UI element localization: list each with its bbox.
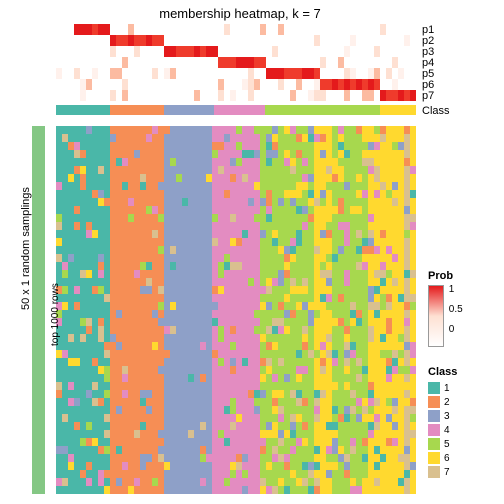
prob-legend-title: Prob bbox=[428, 270, 498, 282]
prob-legend: Prob 1 0.5 0 bbox=[428, 270, 498, 350]
track-label: p7 bbox=[422, 90, 434, 102]
class-legend-item: 2 bbox=[428, 395, 498, 409]
class-legend-item: 6 bbox=[428, 451, 498, 465]
class-legend-item: 3 bbox=[428, 409, 498, 423]
probability-tracks bbox=[56, 24, 416, 101]
class-annotation-bar bbox=[56, 105, 416, 115]
class-legend-item: 4 bbox=[428, 423, 498, 437]
side-annotation-band bbox=[32, 126, 45, 494]
prob-ticks: 1 0.5 0 bbox=[449, 285, 463, 345]
side-label-outer: 50 x 1 random samplings bbox=[20, 187, 32, 310]
class-legend-item: 1 bbox=[428, 381, 498, 395]
class-bar-label: Class bbox=[422, 105, 450, 117]
class-legend-item: 7 bbox=[428, 465, 498, 479]
chart-title: membership heatmap, k = 7 bbox=[0, 6, 480, 21]
class-legend-title: Class bbox=[428, 366, 498, 378]
class-legend-item: 5 bbox=[428, 437, 498, 451]
class-legend: Class 1234567 bbox=[428, 366, 498, 479]
side-label-inner: top 1000 rows bbox=[50, 283, 61, 346]
prob-gradient bbox=[428, 285, 444, 347]
main-heatmap bbox=[56, 126, 416, 494]
